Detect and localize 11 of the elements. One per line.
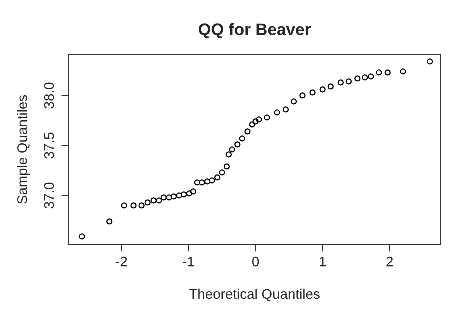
x-tick-label: -2 <box>116 256 128 267</box>
x-tick-label: 1 <box>320 257 326 267</box>
y-axis-title: Sample Quantiles <box>17 95 30 204</box>
x-tick-label: 2 <box>386 256 394 267</box>
y-tick-label: 37.5 <box>44 132 54 159</box>
x-axis-title: Theoretical Quantiles <box>189 288 320 302</box>
x-tick-label: 0 <box>252 256 260 267</box>
x-tick-label: -1 <box>183 257 194 267</box>
chart-title: QQ for Beaver <box>198 23 312 39</box>
y-tick-label: 38.0 <box>44 82 54 109</box>
y-tick-label: 37.0 <box>44 182 54 209</box>
